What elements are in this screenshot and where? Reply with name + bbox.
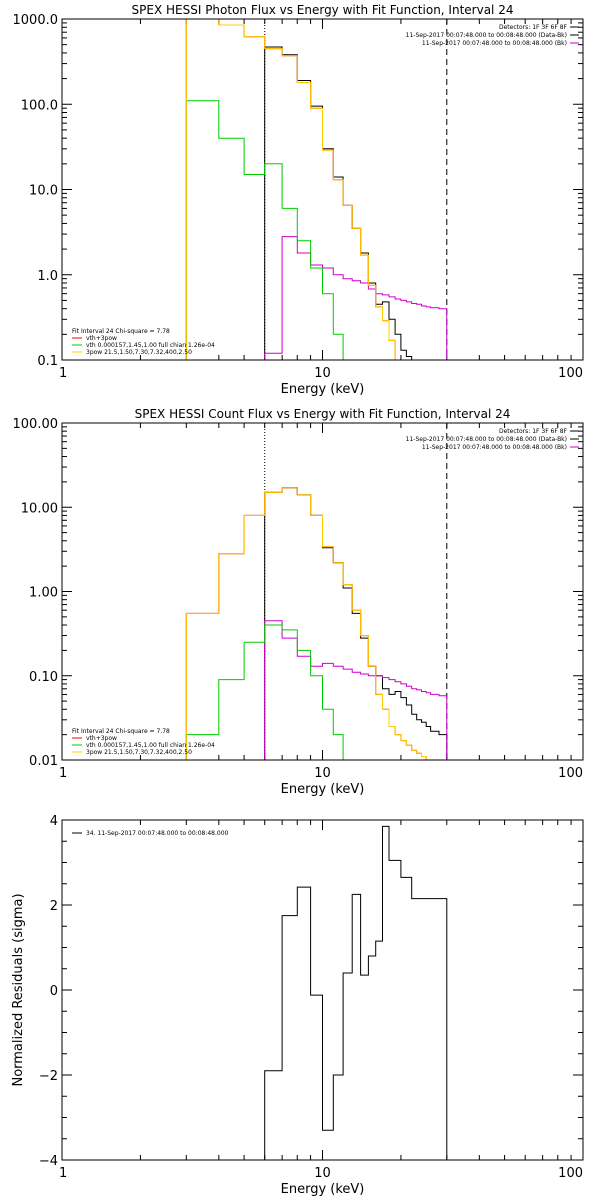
x-axis-label: Energy (keV)	[281, 382, 365, 397]
series-line-1	[264, 487, 448, 760]
chart-title: SPEX HESSI Count Flux vs Energy with Fit…	[135, 407, 511, 421]
y-tick-label: 4	[50, 814, 58, 829]
plot-frame	[61, 819, 584, 1161]
series-line-4	[185, 624, 353, 760]
chart-title: SPEX HESSI Photon Flux vs Energy with Fi…	[132, 3, 514, 17]
header-text: 11-Sep-2017 00:07:48.000 to 00:08:48.000…	[422, 40, 567, 47]
x-tick-label: 10	[314, 766, 331, 781]
y-tick-label: 10.0	[29, 184, 58, 199]
series-line-5	[185, 487, 431, 760]
x-tick-label: 10	[314, 1166, 331, 1181]
y-axis-label: Normalized Residuals (sigma)	[11, 893, 26, 1086]
x-tick-label: 100	[558, 766, 583, 781]
x-axis-label: Energy (keV)	[281, 1182, 365, 1197]
chart-panel-1: SPEX HESSI Photon Flux vs Energy with Fi…	[13, 3, 584, 397]
legend-label: vth+3pow	[86, 335, 117, 342]
y-tick-label: 0.1	[37, 354, 58, 369]
series-line-2	[185, 19, 401, 360]
series-line-1	[264, 825, 448, 1160]
legend-label: vth 0.000157,1.45,1.00 full chian 1.26e-…	[86, 742, 215, 749]
chart-panel-2: SPEX HESSI Count Flux vs Energy with Fit…	[13, 407, 584, 797]
y-tick-label: −4	[39, 1154, 58, 1169]
series-line-2	[185, 487, 431, 760]
header-text: Detectors: 1F 3F 6F 8F	[499, 24, 568, 31]
y-tick-label: −2	[39, 1069, 58, 1084]
y-tick-label: 0.10	[29, 670, 58, 685]
legend-label: 3pow 21.5,1.50,7.30,7.32,400,2.50	[86, 349, 192, 356]
header-text: 11-Sep-2017 00:07:48.000 to 00:08:48.000…	[422, 444, 567, 451]
legend-label: vth+3pow	[86, 735, 117, 742]
x-tick-label: 1	[59, 766, 67, 781]
plot-frame	[61, 18, 584, 361]
header-text: Detectors: 1F 3F 6F 8F	[499, 428, 568, 435]
y-tick-label: 1000.0	[13, 13, 59, 28]
y-tick-label: 0.01	[29, 754, 58, 769]
series-line-3	[264, 236, 448, 360]
plot-frame	[61, 422, 584, 761]
chart-panel-3: 1 10 100 −4 −2 0 2 4 Energy (keV) Normalized Resi…	[11, 814, 584, 1197]
legend-label: Fit Interval 24 Chi-square = 7.78	[72, 728, 170, 735]
legend-label: 34. 11-Sep-2017 00:07:48.000 to 00:08:48…	[86, 830, 229, 837]
y-tick-label: 10.00	[21, 501, 58, 516]
x-axis-label: Energy (keV)	[281, 782, 365, 797]
series-line-4	[185, 100, 344, 360]
y-tick-label: 100.00	[13, 417, 59, 432]
y-tick-label: 1.0	[37, 269, 58, 284]
x-tick-label: 1	[59, 1166, 67, 1181]
series-line-1	[264, 46, 447, 360]
legend-label: Fit Interval 24 Chi-square = 7.78	[72, 328, 170, 335]
y-tick-label: 2	[50, 899, 58, 914]
y-tick-label: 0	[50, 984, 58, 999]
header-text: 11-Sep-2017 00:07:48.000 to 00:08:48.000…	[406, 436, 567, 443]
series-line-5	[185, 19, 401, 360]
y-tick-label: 100.0	[21, 98, 58, 113]
legend-label: vth 0.000157,1.45,1.00 full chian 1.26e-…	[86, 342, 215, 349]
x-tick-label: 100	[558, 1166, 583, 1181]
y-tick-label: 1.00	[29, 586, 58, 601]
x-tick-label: 1	[59, 366, 67, 381]
x-tick-label: 100	[558, 366, 583, 381]
x-tick-label: 10	[314, 366, 331, 381]
legend-label: 3pow 21.5,1.50,7.30,7.32,400,2.50	[86, 749, 192, 756]
header-text: 11-Sep-2017 00:07:48.000 to 00:08:48.000…	[406, 32, 567, 39]
series-line-3	[264, 620, 448, 760]
